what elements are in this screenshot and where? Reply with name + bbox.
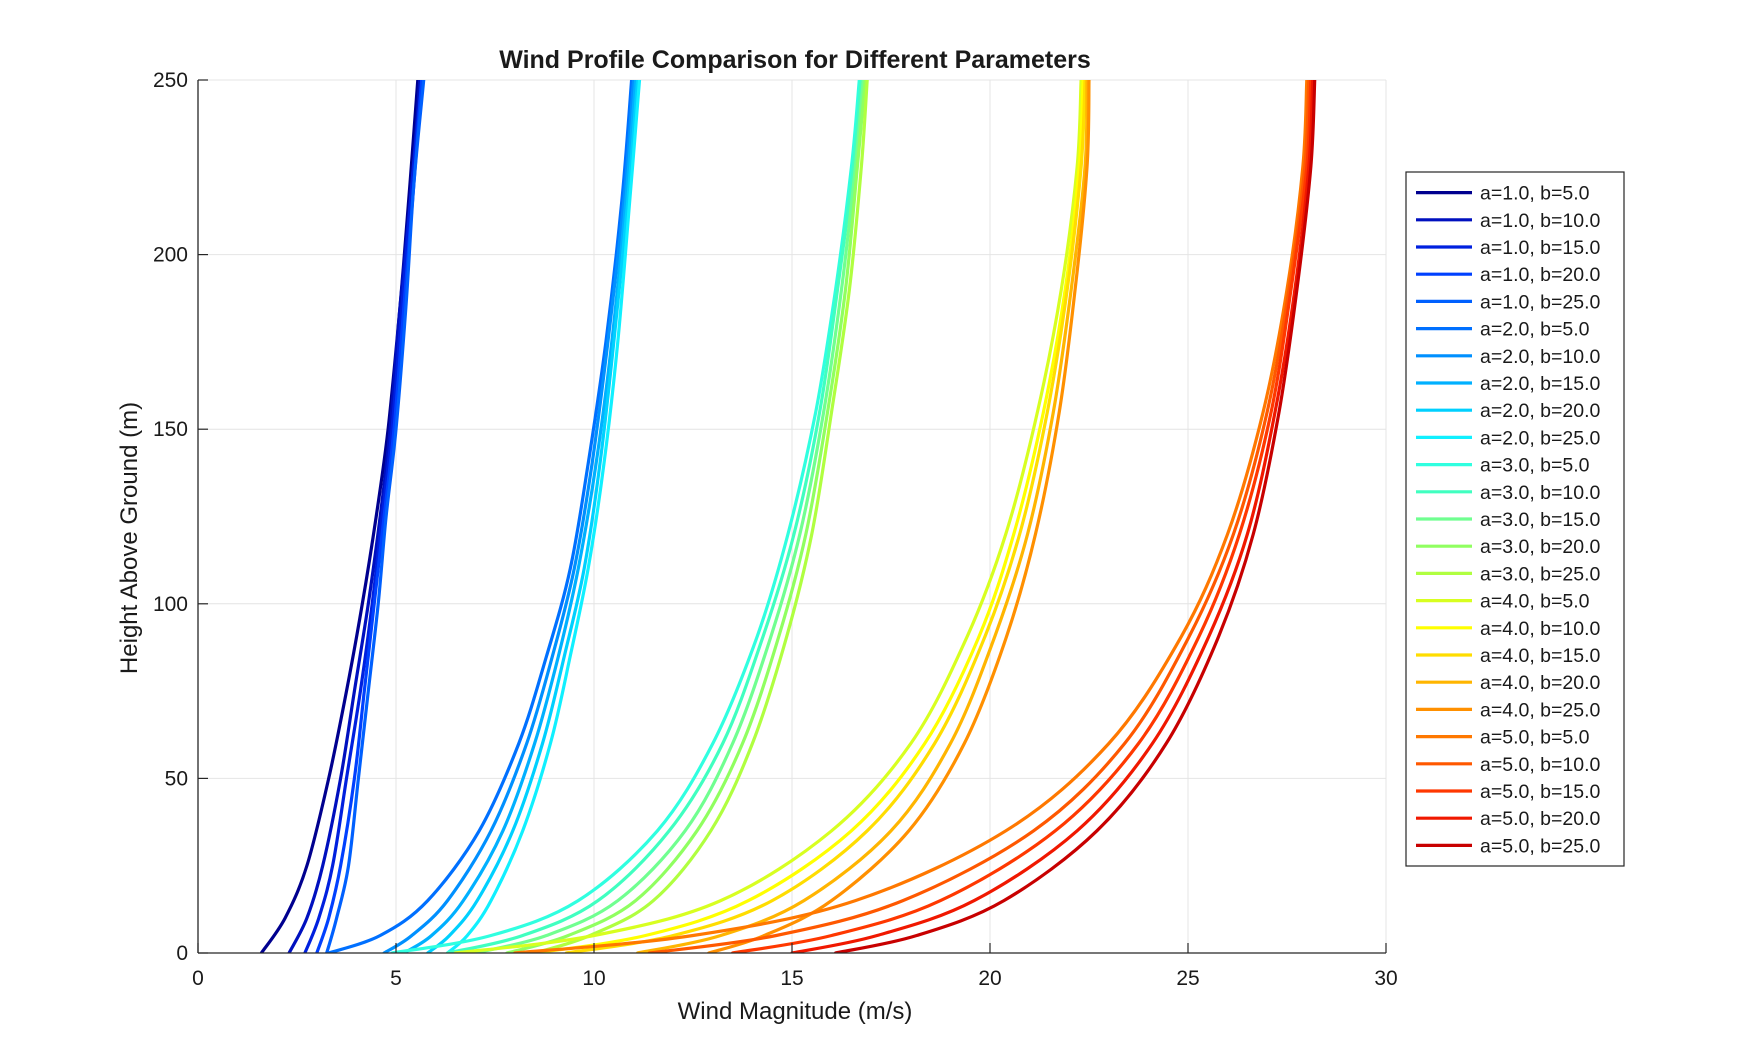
legend-entry-label: a=1.0, b=15.0 <box>1480 237 1601 259</box>
series-line <box>426 80 640 953</box>
series-line <box>533 80 1085 953</box>
y-tick-label: 0 <box>176 942 188 965</box>
series-line <box>445 80 642 953</box>
x-tick-label: 0 <box>192 967 204 990</box>
legend-entry-label: a=5.0, b=5.0 <box>1480 727 1590 749</box>
y-tick-label: 100 <box>153 593 188 616</box>
series-line <box>505 80 867 953</box>
series-line <box>327 80 634 953</box>
x-tick-label: 15 <box>780 967 803 990</box>
legend-entry-label: a=2.0, b=20.0 <box>1480 400 1601 422</box>
legend-entry-label: a=5.0, b=15.0 <box>1480 781 1601 803</box>
plot-area: 0 5 10 15 20 25 30 0 50 100 150 200 250 <box>153 69 1398 990</box>
legend-entry-label: a=4.0, b=20.0 <box>1480 672 1601 694</box>
legend-entry-label: a=5.0, b=25.0 <box>1480 835 1601 857</box>
y-tick-label: 50 <box>165 767 188 790</box>
x-tick-label: 5 <box>390 967 402 990</box>
legend-entry-label: a=3.0, b=10.0 <box>1480 482 1601 504</box>
legend-entry-label: a=1.0, b=25.0 <box>1480 291 1601 313</box>
legend-entry-label: a=3.0, b=15.0 <box>1480 509 1601 531</box>
x-tick-label: 10 <box>582 967 605 990</box>
series-line <box>513 80 1309 953</box>
legend-entry-label: a=4.0, b=15.0 <box>1480 645 1601 667</box>
series-line <box>382 80 636 953</box>
series-line <box>647 80 1311 953</box>
series-line <box>473 80 865 953</box>
series-line <box>325 80 426 953</box>
legend-entry-label: a=2.0, b=15.0 <box>1480 373 1601 395</box>
legend-entry-label: a=2.0, b=25.0 <box>1480 427 1601 449</box>
y-tick-label: 200 <box>153 244 188 267</box>
series-line <box>390 80 861 953</box>
series-line <box>445 80 863 953</box>
legend: a=1.0, b=5.0 a=1.0, b=10.0 a=1.0, b=15.0 a=… <box>1405 171 1625 867</box>
legend-entry-label: a=5.0, b=20.0 <box>1480 808 1601 830</box>
legend-entry-label: a=5.0, b=10.0 <box>1480 754 1601 776</box>
series-line <box>834 80 1317 953</box>
y-tick-label: 250 <box>153 69 188 92</box>
y-tick-label: 150 <box>153 418 188 441</box>
x-tick-label: 30 <box>1374 967 1397 990</box>
legend-entry-label: a=4.0, b=5.0 <box>1480 591 1590 613</box>
series-line <box>533 80 869 953</box>
legend-entry-label: a=4.0, b=25.0 <box>1480 699 1601 721</box>
series-line <box>453 80 1083 953</box>
legend-entry-label: a=2.0, b=10.0 <box>1480 346 1601 368</box>
series-line <box>402 80 638 953</box>
legend-entry-label: a=1.0, b=20.0 <box>1480 264 1601 286</box>
series-line <box>790 80 1315 953</box>
x-tick-label: 20 <box>978 967 1001 990</box>
legend-entry-label: a=3.0, b=25.0 <box>1480 563 1601 585</box>
legend-entry-label: a=3.0, b=20.0 <box>1480 536 1601 558</box>
y-axis-label: Height Above Ground (m) <box>116 402 143 674</box>
x-tick-label: 25 <box>1176 967 1199 990</box>
legend-entry-label: a=1.0, b=5.0 <box>1480 183 1590 205</box>
legend-entry-label: a=3.0, b=5.0 <box>1480 455 1590 477</box>
series-line <box>303 80 424 953</box>
series-lines <box>259 80 1317 953</box>
series-line <box>564 80 1087 953</box>
legend-entry-label: a=4.0, b=10.0 <box>1480 618 1601 640</box>
series-line <box>731 80 1313 953</box>
legend-entry-label: a=2.0, b=5.0 <box>1480 319 1590 341</box>
series-line <box>636 80 1089 953</box>
x-axis-label: Wind Magnitude (m/s) <box>678 998 913 1025</box>
series-line <box>707 80 1091 953</box>
chart-title: Wind Profile Comparison for Different Pa… <box>499 46 1091 74</box>
legend-entry-label: a=1.0, b=10.0 <box>1480 210 1601 232</box>
